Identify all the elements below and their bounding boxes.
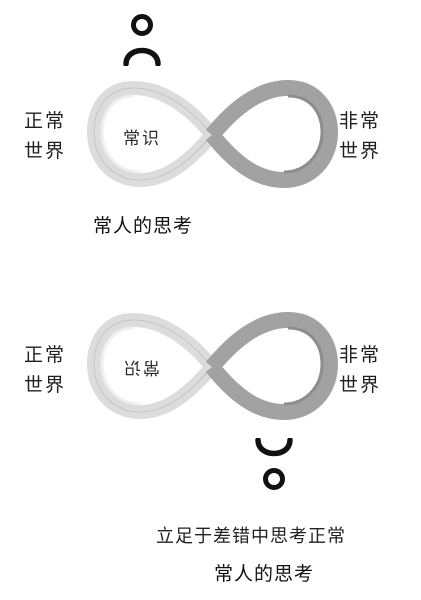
bottom-right-label-line1: 非常 bbox=[339, 344, 382, 366]
person-inverted-icon bbox=[255, 438, 293, 490]
top-infinity-loop bbox=[86, 79, 339, 189]
bottom-loop-text-mirrored: 常识 bbox=[122, 357, 160, 377]
bottom-left-label: 正常 世界 bbox=[24, 340, 66, 400]
bottom-caption-line1: 立足于差错中思考正常 bbox=[156, 526, 346, 547]
bottom-right-label-line2: 世界 bbox=[339, 374, 382, 396]
top-left-label-line1: 正常 bbox=[24, 110, 67, 132]
bottom-left-label-line1: 正常 bbox=[24, 344, 67, 366]
top-loop-text: 常识 bbox=[123, 129, 161, 149]
bottom-right-label: 非常 世界 bbox=[339, 340, 381, 400]
top-left-label-line2: 世界 bbox=[24, 140, 67, 162]
bottom-caption-line2: 常人的思考 bbox=[214, 563, 315, 585]
top-right-label-line2: 世界 bbox=[339, 140, 382, 162]
top-left-label: 正常 世界 bbox=[24, 106, 66, 166]
top-right-label-line1: 非常 bbox=[339, 110, 382, 132]
person-upright-icon bbox=[123, 14, 161, 66]
top-right-label: 非常 世界 bbox=[339, 106, 381, 166]
bottom-infinity-loop bbox=[86, 311, 339, 421]
bottom-left-label-line2: 世界 bbox=[24, 374, 67, 396]
top-caption: 常人的思考 bbox=[93, 215, 194, 237]
